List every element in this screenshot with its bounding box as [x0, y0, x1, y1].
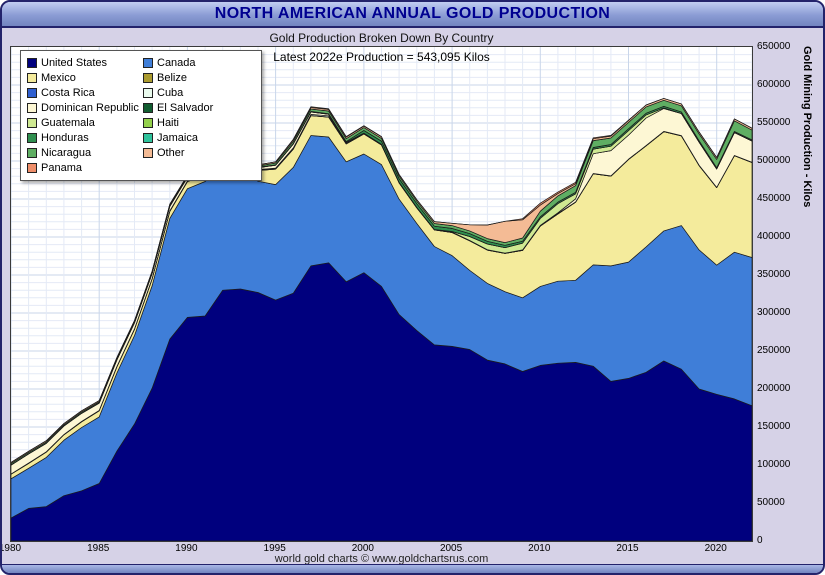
y-tick-100000: 100000 — [757, 459, 791, 470]
legend-label-other: Other — [157, 147, 185, 159]
legend-label-jamaica: Jamaica — [157, 132, 198, 144]
legend-label-mexico: Mexico — [41, 72, 76, 84]
legend-swatch-guatemala — [27, 118, 37, 128]
legend-swatch-haiti — [143, 118, 153, 128]
latest-production-annotation: Latest 2022e Production = 543,095 Kilos — [273, 50, 490, 64]
legend-item-panama: Panama — [27, 161, 139, 175]
x-tick-2005: 2005 — [439, 543, 463, 554]
bottom-bar — [2, 564, 823, 573]
legend-label-costa-rica: Costa Rica — [41, 87, 95, 99]
legend-label-belize: Belize — [157, 72, 187, 84]
legend-item-honduras: Honduras — [27, 131, 139, 145]
legend-label-guatemala: Guatemala — [41, 117, 95, 129]
legend-item-cuba: Cuba — [143, 86, 255, 100]
legend-label-haiti: Haiti — [157, 117, 180, 129]
legend-swatch-nicaragua — [27, 148, 37, 158]
legend-label-canada: Canada — [157, 57, 196, 69]
title-bar: NORTH AMERICAN ANNUAL GOLD PRODUCTION — [2, 2, 823, 28]
legend-label-honduras: Honduras — [41, 132, 89, 144]
legend-swatch-united-states — [27, 58, 37, 68]
x-tick-2015: 2015 — [616, 543, 639, 554]
legend-label-united-states: United States — [41, 57, 108, 69]
y-tick-400000: 400000 — [757, 231, 791, 242]
legend-swatch-panama — [27, 163, 37, 173]
legend-item-jamaica: Jamaica — [143, 131, 255, 145]
legend-item-el-salvador: El Salvador — [143, 101, 255, 115]
y-tick-250000: 250000 — [757, 345, 791, 356]
y-axis-title: Gold Mining Production - Kilos — [801, 46, 813, 208]
x-axis-tick-labels: 1980 1985 1990 1995 2000 2005 2010 2015 2020 — [2, 543, 753, 555]
legend-item-mexico: Mexico — [27, 71, 139, 85]
y-tick-650000: 650000 — [757, 41, 791, 52]
chart-title: NORTH AMERICAN ANNUAL GOLD PRODUCTION — [214, 5, 611, 22]
legend-swatch-el-salvador — [143, 103, 153, 113]
legend-label-el-salvador: El Salvador — [157, 102, 214, 114]
legend-swatch-mexico — [27, 73, 37, 83]
legend-label-nicaragua: Nicaragua — [41, 147, 92, 159]
legend-item-united-states: United States — [27, 56, 139, 70]
x-tick-2000: 2000 — [351, 543, 374, 554]
legend-swatch-costa-rica — [27, 88, 37, 98]
legend-label-cuba: Cuba — [157, 87, 184, 99]
y-tick-300000: 300000 — [757, 307, 791, 318]
legend-item-other: Other — [143, 146, 255, 160]
plot-area: Latest 2022e Production = 543,095 Kilos … — [10, 46, 753, 542]
y-tick-350000: 350000 — [757, 269, 791, 280]
credit-footer: world gold charts © www.goldchartsrus.co… — [274, 553, 489, 565]
x-tick-1980: 1980 — [0, 543, 22, 554]
chart-subtitle: Gold Production Broken Down By Country — [269, 31, 494, 45]
stacked-area-chart — [11, 47, 752, 541]
legend-swatch-belize — [143, 73, 153, 83]
y-tick-150000: 150000 — [757, 421, 791, 432]
legend-swatch-other — [143, 148, 153, 158]
legend-item-canada: Canada — [143, 56, 255, 70]
legend-label-dominican-republic: Dominican Republic — [41, 102, 139, 114]
x-tick-1985: 1985 — [87, 543, 110, 554]
y-axis-tick-labels: 0 50000 100000 150000 200000 250000 300000 3500… — [757, 41, 799, 546]
legend: United States Canada Mexico Belize Costa Ric… — [20, 50, 262, 181]
y-tick-50000: 50000 — [757, 497, 785, 508]
x-tick-1995: 1995 — [263, 543, 286, 554]
y-tick-0: 0 — [757, 535, 763, 546]
legend-item-belize: Belize — [143, 71, 255, 85]
legend-item-nicaragua: Nicaragua — [27, 146, 139, 160]
legend-item-guatemala: Guatemala — [27, 116, 139, 130]
legend-swatch-jamaica — [143, 133, 153, 143]
x-tick-2010: 2010 — [528, 543, 551, 554]
y-tick-550000: 550000 — [757, 117, 791, 128]
legend-item-dominican-republic: Dominican Republic — [27, 101, 139, 115]
legend-swatch-dominican-republic — [27, 103, 37, 113]
legend-swatch-cuba — [143, 88, 153, 98]
y-tick-200000: 200000 — [757, 383, 791, 394]
legend-item-haiti: Haiti — [143, 116, 255, 130]
y-tick-450000: 450000 — [757, 193, 791, 204]
x-tick-1990: 1990 — [175, 543, 198, 554]
x-tick-2020: 2020 — [704, 543, 727, 554]
legend-swatch-honduras — [27, 133, 37, 143]
y-tick-600000: 600000 — [757, 79, 791, 90]
legend-label-panama: Panama — [41, 162, 82, 174]
legend-swatch-canada — [143, 58, 153, 68]
y-tick-500000: 500000 — [757, 155, 791, 166]
legend-item-costa-rica: Costa Rica — [27, 86, 139, 100]
